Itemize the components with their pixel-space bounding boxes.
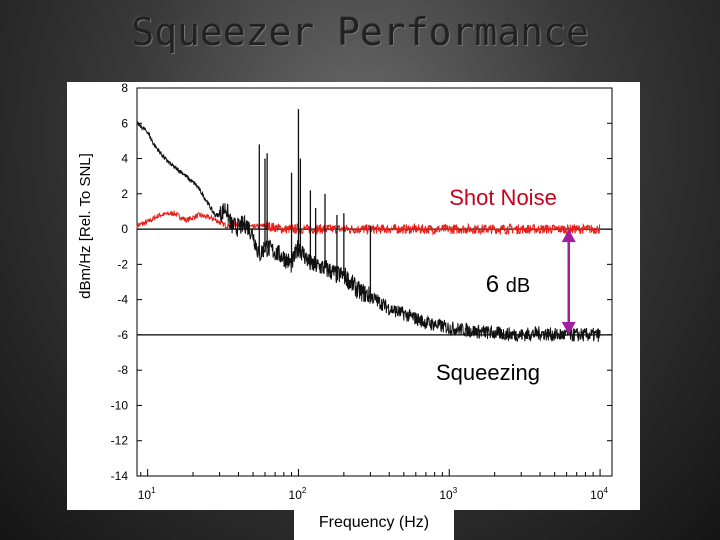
xlabel-background bbox=[294, 510, 454, 540]
y-tick-label: -6 bbox=[117, 328, 128, 342]
x-tick-label: 102 bbox=[289, 486, 307, 502]
squeezing-label: Squeezing bbox=[436, 360, 540, 385]
y-tick-label: 0 bbox=[121, 222, 128, 236]
y-tick-label: 2 bbox=[121, 187, 128, 201]
shot-noise-label: Shot Noise bbox=[449, 185, 557, 210]
squeezing-arrow-head-up bbox=[561, 229, 576, 243]
x-tick-label: 104 bbox=[590, 486, 608, 502]
y-tick-label: -10 bbox=[111, 398, 129, 412]
slide-title: Squeezer Performance bbox=[131, 10, 589, 54]
plot-frame bbox=[136, 87, 613, 477]
shot-noise-trace bbox=[136, 210, 601, 236]
ylabel-background bbox=[67, 82, 107, 370]
y-tick-label: -4 bbox=[117, 293, 128, 307]
y-tick-label: -2 bbox=[117, 257, 128, 271]
plot-panel bbox=[67, 82, 640, 510]
squeezed-noise-trace bbox=[136, 120, 601, 342]
y-tick-label: -8 bbox=[117, 363, 128, 377]
squeezing-amount-label: 6 dB bbox=[486, 271, 530, 298]
squeezing-arrow-head-down bbox=[561, 321, 576, 335]
y-tick-label: -14 bbox=[111, 469, 129, 483]
x-tick-label: 103 bbox=[439, 486, 457, 502]
y-tick-label: -12 bbox=[111, 434, 129, 448]
x-axis-label: Frequency (Hz) bbox=[318, 514, 430, 531]
y-tick-label: 4 bbox=[121, 152, 128, 166]
y-tick-label: 6 bbox=[121, 116, 128, 130]
x-tick-label: 101 bbox=[138, 486, 156, 502]
y-tick-label: 8 bbox=[121, 81, 128, 95]
